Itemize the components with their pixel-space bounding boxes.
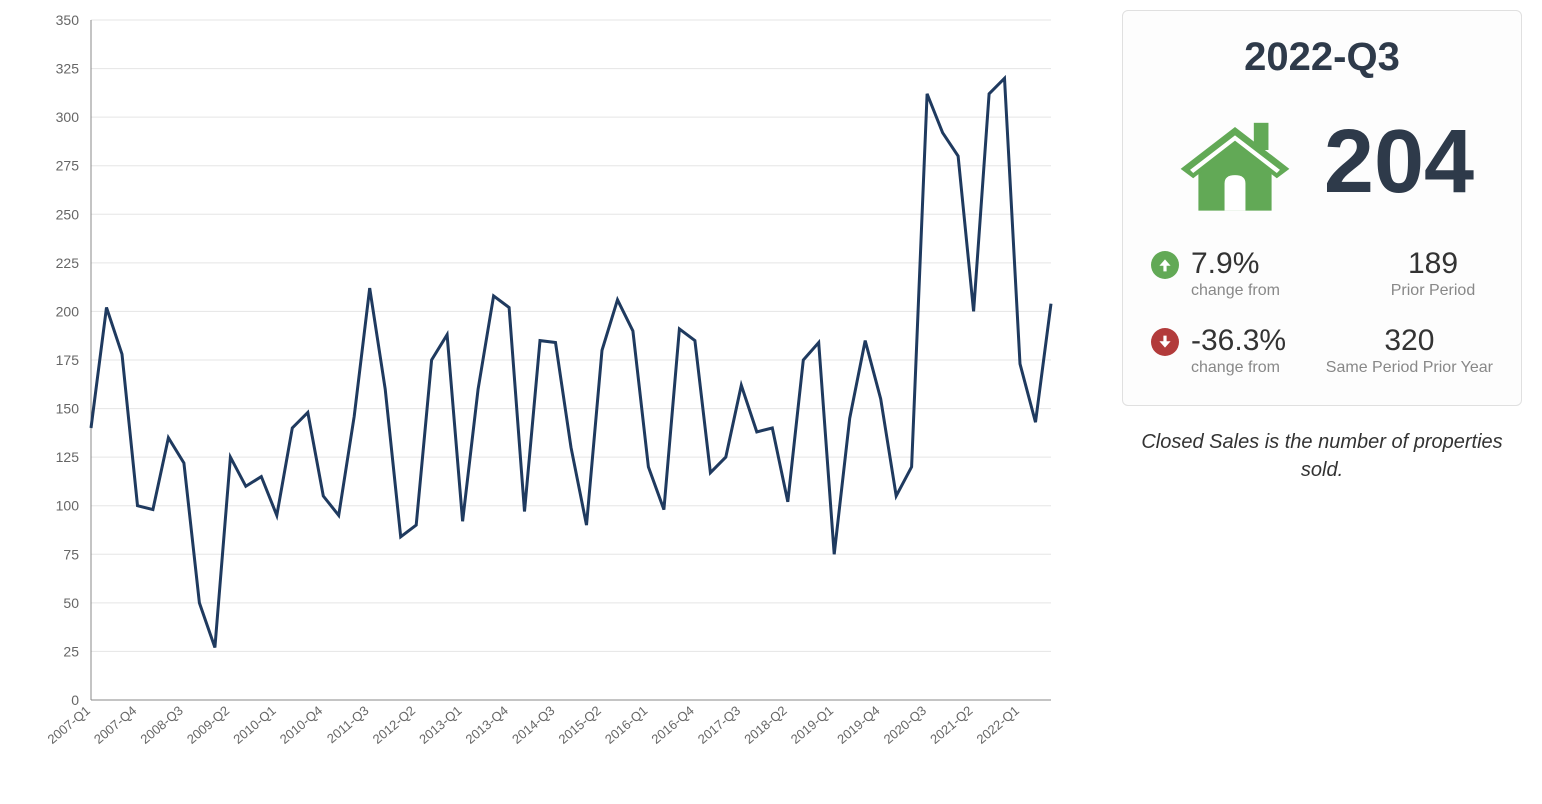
x-axis-label: 2018-Q2 — [741, 703, 789, 747]
x-axis-label: 2019-Q4 — [834, 703, 882, 747]
x-axis-label: 2019-Q1 — [788, 703, 836, 747]
x-axis-label: 2009-Q2 — [184, 703, 232, 747]
svg-text:275: 275 — [56, 158, 80, 174]
change-percent: 7.9% — [1191, 247, 1280, 280]
change-percent-label: change from — [1191, 359, 1286, 377]
x-axis-label: 2021-Q2 — [927, 703, 975, 747]
change-percent: -36.3% — [1191, 324, 1286, 357]
x-axis-label: 2017-Q3 — [695, 703, 743, 747]
stat-change-left: 7.9% change from — [1151, 247, 1280, 300]
stat-panel: 2022-Q3 204 7.9% change from 189 Prior Peri… — [1092, 10, 1532, 794]
closed-sales-line-chart: 0 25 50 75 100 125 150 175 200 225 250 275 300 325 350… — [10, 10, 1092, 794]
x-axis-label: 2016-Q1 — [602, 703, 650, 747]
stat-main-value: 204 — [1324, 117, 1474, 207]
x-axis-label: 2007-Q1 — [45, 703, 93, 747]
stat-main: 204 — [1151, 104, 1493, 219]
x-axis-label: 2011-Q3 — [324, 703, 372, 746]
x-axis-label: 2022-Q1 — [974, 703, 1022, 747]
prior-label: Same Period Prior Year — [1326, 359, 1493, 377]
x-axis-label: 2012-Q2 — [370, 703, 418, 747]
svg-text:150: 150 — [56, 401, 80, 417]
svg-text:75: 75 — [63, 546, 79, 562]
stat-change-left: -36.3% change from — [1151, 324, 1286, 377]
svg-text:0: 0 — [71, 692, 79, 708]
x-axis-label: 2007-Q4 — [91, 703, 139, 747]
x-axis-label: 2008-Q3 — [137, 703, 185, 747]
svg-text:300: 300 — [56, 109, 80, 125]
svg-text:25: 25 — [63, 643, 79, 659]
svg-text:100: 100 — [56, 498, 80, 514]
svg-text:200: 200 — [56, 303, 80, 319]
svg-text:125: 125 — [56, 449, 80, 465]
svg-text:225: 225 — [56, 255, 80, 271]
svg-text:250: 250 — [56, 206, 80, 222]
x-axis-label: 2010-Q4 — [277, 703, 325, 747]
x-axis-label: 2020-Q3 — [881, 703, 929, 747]
x-axis-label: 2010-Q1 — [230, 703, 278, 747]
x-axis-label: 2016-Q4 — [648, 703, 696, 747]
svg-text:325: 325 — [56, 61, 80, 77]
arrow-down-icon — [1151, 328, 1179, 356]
chart-area: 0 25 50 75 100 125 150 175 200 225 250 275 300 325 350… — [10, 10, 1092, 794]
house-icon — [1170, 104, 1300, 219]
prior-value: 320 — [1326, 324, 1493, 357]
x-axis-label: 2014-Q3 — [509, 703, 557, 747]
stat-change-row: 7.9% change from 189 Prior Period — [1151, 247, 1493, 300]
svg-text:350: 350 — [56, 12, 80, 28]
series-line — [91, 78, 1051, 647]
arrow-up-icon — [1151, 251, 1179, 279]
prior-value: 189 — [1373, 247, 1493, 280]
stat-footnote: Closed Sales is the number of properties… — [1122, 428, 1522, 484]
prior-label: Prior Period — [1373, 282, 1493, 300]
x-axis-label: 2013-Q1 — [416, 703, 464, 747]
svg-text:50: 50 — [63, 595, 79, 611]
stat-period-title: 2022-Q3 — [1151, 35, 1493, 80]
change-percent-label: change from — [1191, 282, 1280, 300]
stat-card: 2022-Q3 204 7.9% change from 189 Prior Peri… — [1122, 10, 1522, 406]
svg-text:175: 175 — [56, 352, 80, 368]
x-axis-label: 2013-Q4 — [463, 703, 511, 747]
stat-change-row: -36.3% change from 320 Same Period Prior Ye… — [1151, 324, 1493, 377]
x-axis-label: 2015-Q2 — [555, 703, 603, 747]
